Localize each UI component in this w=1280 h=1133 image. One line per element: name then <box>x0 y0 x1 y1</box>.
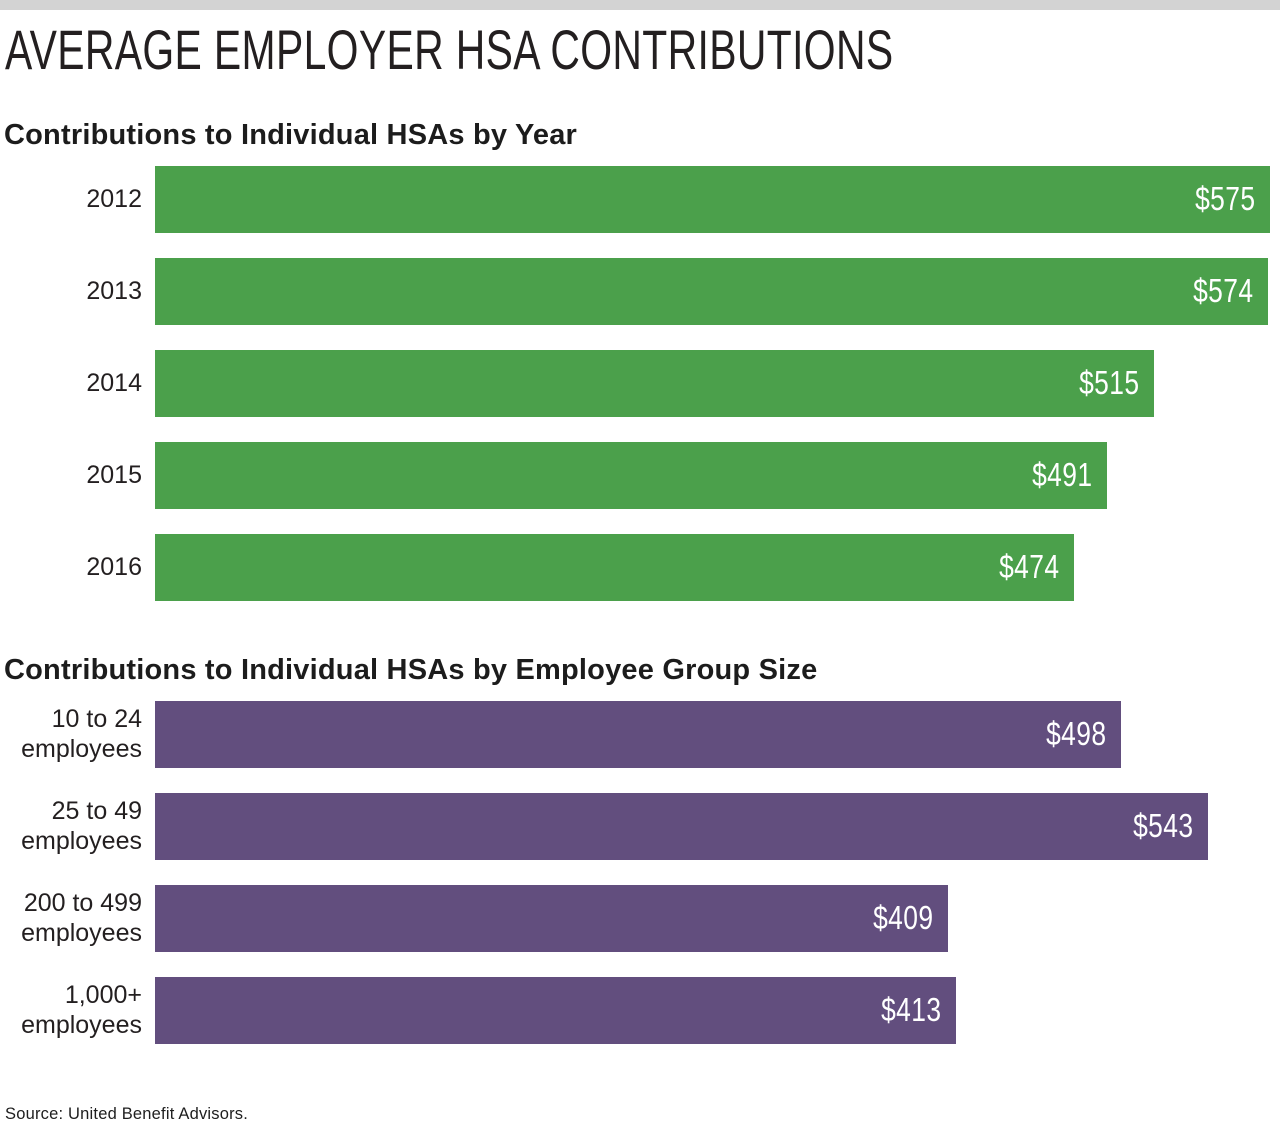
value-label: $498 <box>1045 715 1106 753</box>
chart-title-by-year: Contributions to Individual HSAs by Year <box>4 118 578 151</box>
category-label: 2013 <box>86 276 142 305</box>
value-label: $575 <box>1194 180 1256 218</box>
category-label: 25 to 49 employees <box>21 796 142 856</box>
bar-chart-by-group-size: 10 to 24 employees $498 25 to 49 employees $5… <box>0 700 1280 1044</box>
bar: $515 <box>155 349 1154 417</box>
bar: $543 <box>155 792 1209 860</box>
bar: $409 <box>155 884 949 952</box>
bar-chart-by-year: 2012 $575 2013 $574 2014 $515 2015 $491 2016 $474 <box>0 165 1280 601</box>
category-label: 2014 <box>86 368 142 397</box>
top-accent-bar <box>0 0 1280 10</box>
bar: $474 <box>155 533 1075 601</box>
bar-row: 2014 $515 <box>0 349 1280 417</box>
bar: $491 <box>155 441 1108 509</box>
bar-row: 10 to 24 employees $498 <box>0 700 1280 768</box>
category-label: 10 to 24 employees <box>21 704 142 764</box>
category-label: 2012 <box>86 184 142 213</box>
value-label: $413 <box>880 991 942 1029</box>
category-label: 2015 <box>86 460 142 489</box>
chart-section-by-group-size: Contributions to Individual HSAs by Empl… <box>0 654 1280 1044</box>
category-label: 200 to 499 employees <box>21 888 142 948</box>
category-label: 1,000+ employees <box>21 980 142 1040</box>
bar: $575 <box>155 165 1271 233</box>
bar-track: $413 <box>155 976 1280 1044</box>
bar-track: $543 <box>155 792 1280 860</box>
bar-row: 1,000+ employees $413 <box>0 976 1280 1044</box>
value-label: $409 <box>872 899 934 937</box>
chart-title-by-group-size: Contributions to Individual HSAs by Empl… <box>4 653 818 686</box>
category-label: 2016 <box>86 552 142 581</box>
bar-row: 200 to 499 employees $409 <box>0 884 1280 952</box>
chart-section-by-year: Contributions to Individual HSAs by Year… <box>0 119 1280 601</box>
bar-row: 25 to 49 employees $543 <box>0 792 1280 860</box>
bar: $498 <box>155 700 1121 768</box>
bar-track: $498 <box>155 700 1280 768</box>
page-title: AVERAGE EMPLOYER HSA CONTRIBUTIONS <box>5 18 894 81</box>
value-label: $543 <box>1132 807 1194 845</box>
bar: $413 <box>155 976 957 1044</box>
bar-track: $515 <box>155 349 1280 417</box>
bar: $574 <box>155 257 1269 325</box>
bar-row: 2016 $474 <box>0 533 1280 601</box>
value-label: $574 <box>1193 272 1254 310</box>
bar-track: $474 <box>155 533 1280 601</box>
bar-track: $574 <box>155 257 1280 325</box>
bar-row: 2013 $574 <box>0 257 1280 325</box>
bar-track: $575 <box>155 165 1280 233</box>
bar-track: $409 <box>155 884 1280 952</box>
bar-row: 2012 $575 <box>0 165 1280 233</box>
value-label: $474 <box>999 548 1060 586</box>
source-note: Source: United Benefit Advisors. <box>5 1104 249 1123</box>
bar-track: $491 <box>155 441 1280 509</box>
value-label: $515 <box>1078 364 1139 402</box>
bar-row: 2015 $491 <box>0 441 1280 509</box>
value-label: $491 <box>1032 456 1093 494</box>
